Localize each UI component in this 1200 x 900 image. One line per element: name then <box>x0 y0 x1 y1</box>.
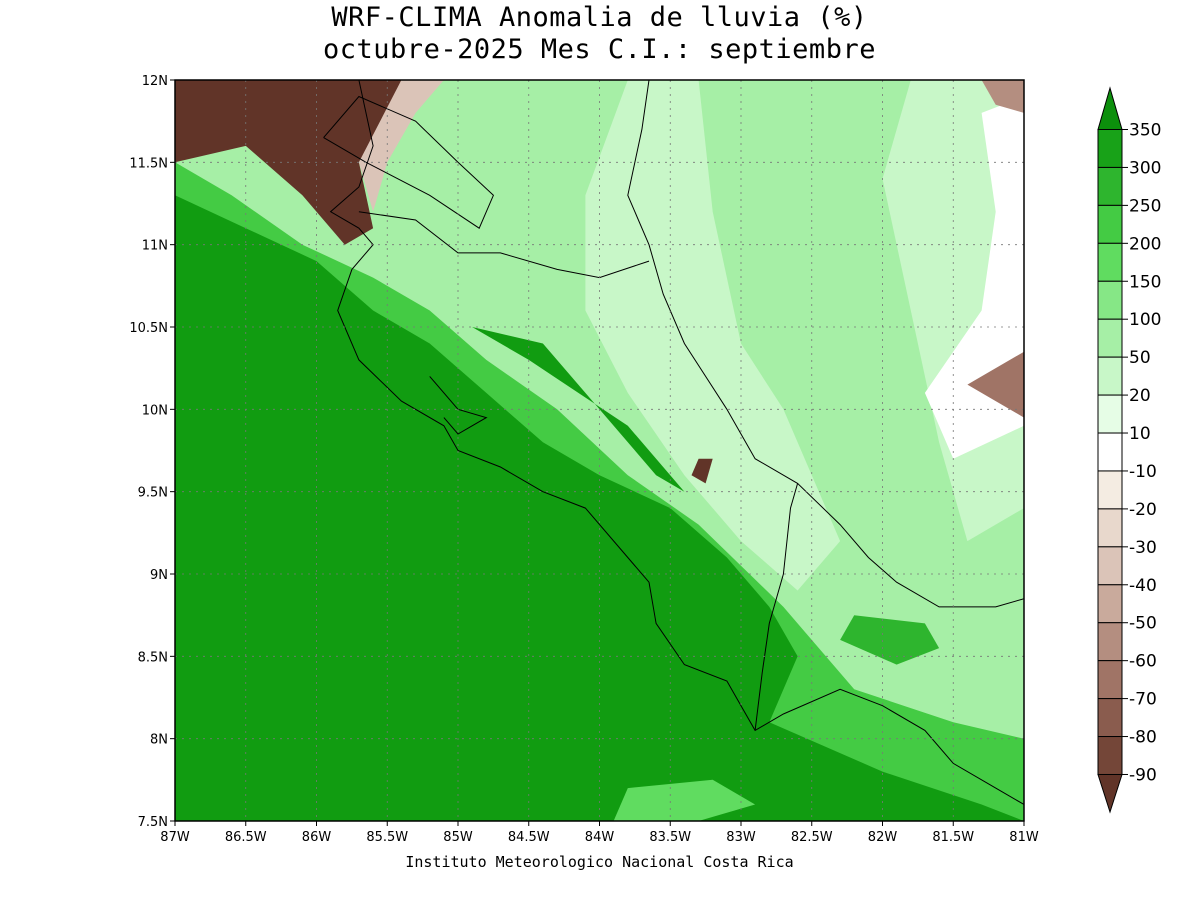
colorbar-label: -50 <box>1129 614 1157 634</box>
lon-tick-label: 83.5W <box>649 830 691 845</box>
colorbar-top-arrow <box>1097 86 1123 130</box>
colorbar-label: 50 <box>1129 348 1151 368</box>
title-line-2: octubre-2025 Mes C.I.: septiembre <box>323 34 876 65</box>
colorbar: 350 300 250 200 150 100 50 20 10 -10 -20 -30 -40 -50 -… <box>1097 86 1161 814</box>
region-south-light-blob <box>613 779 756 821</box>
colorbar-swatch <box>1097 394 1123 434</box>
colorbar-swatch <box>1097 736 1123 775</box>
lat-tick-label: 10.5N <box>129 321 168 336</box>
colorbar-label: 100 <box>1129 310 1161 330</box>
colorbar-label: 350 <box>1129 121 1161 141</box>
region-inland-dry-spot <box>691 458 713 484</box>
colorbar-swatch <box>1097 242 1123 282</box>
lat-tick-label: 11N <box>142 239 168 254</box>
title-line-1: WRF-CLIMA Anomalia de lluvia (%) <box>331 2 868 33</box>
lat-tick-label: 7.5N <box>138 815 168 830</box>
region-ne-dry-corner <box>981 80 1024 113</box>
lat-tick-label: 8N <box>150 733 168 748</box>
lon-tick-label: 87W <box>160 830 190 845</box>
region-east-green-blob <box>840 615 940 665</box>
credit-text: Instituto Meteorologico Nacional Costa R… <box>405 853 794 871</box>
lat-tick-label: 10N <box>142 403 168 418</box>
lon-tick-label: 82W <box>868 830 898 845</box>
lake-nicaragua-line <box>323 95 494 229</box>
colorbar-swatch <box>1097 660 1123 700</box>
colorbar-label: 10 <box>1129 424 1151 444</box>
colorbar-label: 200 <box>1129 234 1161 254</box>
pacific-coast-line <box>329 80 1024 805</box>
colorbar-label: -60 <box>1129 652 1157 672</box>
longitude-axis: 87W 86.5W 86W 85.5W 85W 84.5W 84W 83.5W 83W 82.5W… <box>160 821 1039 845</box>
colorbar-swatch <box>1097 584 1123 624</box>
colorbar-label: -90 <box>1129 765 1157 785</box>
colorbar-label: -80 <box>1129 728 1157 748</box>
colorbar-swatch <box>1097 546 1123 586</box>
colorbar-label: 150 <box>1129 272 1161 292</box>
colorbar-swatch <box>1097 166 1123 206</box>
lat-tick-label: 8.5N <box>138 650 168 665</box>
colorbar-swatch <box>1097 129 1123 168</box>
colorbar-label: 300 <box>1129 158 1161 178</box>
colorbar-swatch <box>1097 204 1123 244</box>
lon-tick-label: 81.5W <box>932 830 974 845</box>
coastlines <box>323 80 1024 805</box>
panama-border-line <box>754 483 799 731</box>
region-inland-dark-green-patch <box>472 327 685 492</box>
lon-tick-label: 86.5W <box>225 830 267 845</box>
colorbar-label: -30 <box>1129 538 1157 558</box>
lat-tick-label: 9N <box>150 568 168 583</box>
lat-tick-label: 11.5N <box>129 156 168 171</box>
colorbar-label: -20 <box>1129 500 1157 520</box>
colorbar-bottom-arrow <box>1097 773 1123 814</box>
lon-tick-label: 85W <box>443 830 473 845</box>
lon-tick-label: 84.5W <box>508 830 550 845</box>
lon-tick-label: 86W <box>302 830 332 845</box>
latitude-axis: 12N 11.5N 11N 10.5N 10N 9.5N 9N 8.5N 8N 7.5N <box>129 74 175 830</box>
colorbar-swatch <box>1097 622 1123 662</box>
caribbean-coast-line <box>627 80 1024 608</box>
colorbar-label: -10 <box>1129 462 1157 482</box>
colorbar-swatch <box>1097 280 1123 320</box>
lon-tick-label: 84W <box>585 830 615 845</box>
nicoya-gulf-line <box>429 376 488 435</box>
lat-tick-label: 9.5N <box>138 486 168 501</box>
lon-tick-label: 85.5W <box>366 830 408 845</box>
colorbar-swatch <box>1097 508 1123 548</box>
lat-tick-label: 12N <box>142 74 168 89</box>
colorbar-swatch <box>1097 318 1123 358</box>
colorbar-swatch <box>1097 698 1123 738</box>
region-nw-dry-edge <box>358 80 444 212</box>
colorbar-label: 20 <box>1129 386 1151 406</box>
colorbar-swatch <box>1097 356 1123 396</box>
colorbar-label: -70 <box>1129 690 1157 710</box>
region-caribbean-pale-band <box>585 80 841 591</box>
lon-tick-label: 81W <box>1009 830 1039 845</box>
lon-tick-label: 83W <box>726 830 756 845</box>
grid-lines <box>175 80 1024 821</box>
colorbar-swatch <box>1097 470 1123 510</box>
region-east-dry-spot <box>967 351 1024 418</box>
colorbar-label: -40 <box>1129 576 1157 596</box>
colorbar-swatch <box>1097 432 1123 472</box>
shaded-regions <box>175 80 1024 821</box>
lon-tick-label: 82.5W <box>791 830 833 845</box>
colorbar-label: 250 <box>1129 196 1161 216</box>
